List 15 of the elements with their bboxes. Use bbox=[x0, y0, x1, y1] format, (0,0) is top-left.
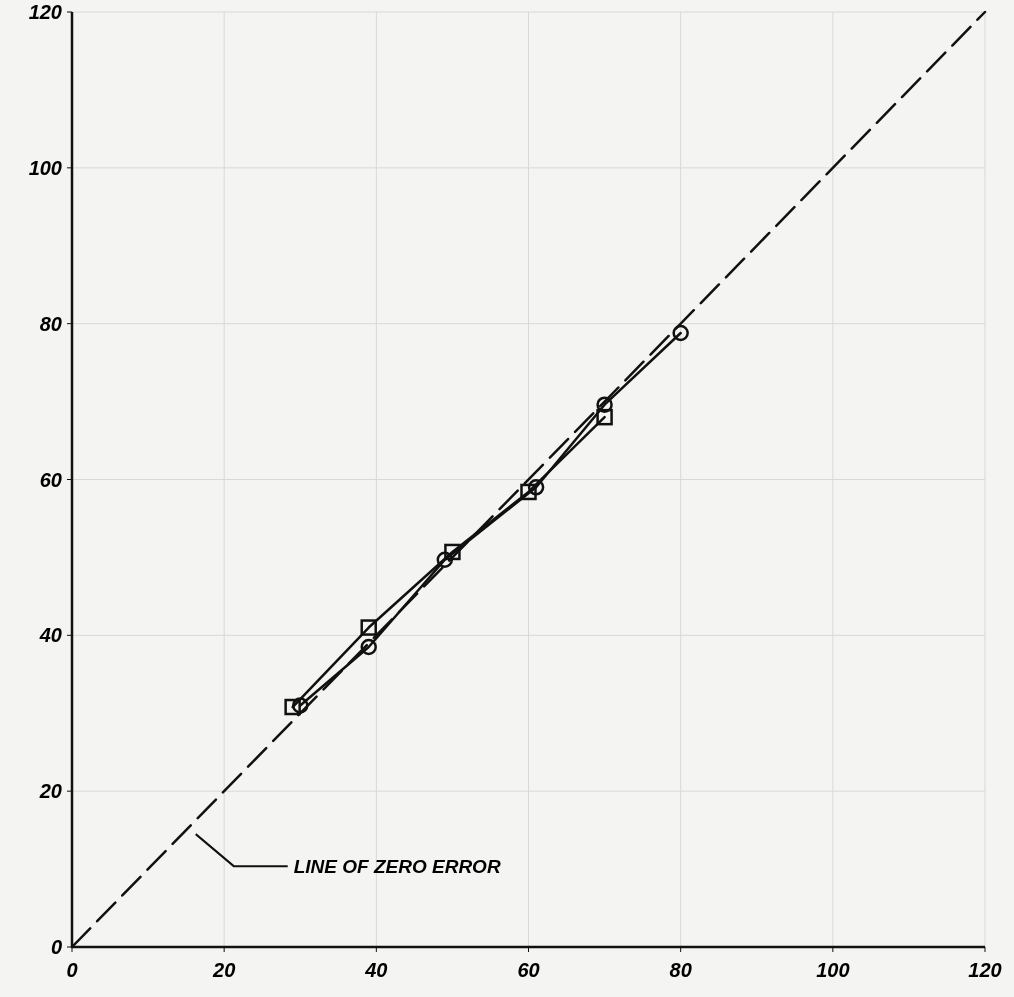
y-tick-label: 40 bbox=[38, 624, 62, 647]
y-tick-label: 60 bbox=[39, 468, 62, 491]
y-tick-label: 120 bbox=[28, 1, 62, 23]
y-tick-label: 0 bbox=[50, 936, 62, 958]
x-tick-label: 40 bbox=[364, 959, 388, 981]
x-tick-label: 20 bbox=[212, 959, 236, 981]
y-tick-label: 20 bbox=[38, 780, 62, 803]
x-tick-label: 100 bbox=[816, 959, 850, 981]
x-tick-label: 120 bbox=[968, 959, 1002, 981]
x-tick-label: 80 bbox=[669, 959, 692, 981]
x-tick-label: 0 bbox=[66, 959, 78, 981]
y-tick-label: 80 bbox=[39, 312, 62, 335]
x-tick-label: 60 bbox=[517, 959, 540, 981]
annotation: LINE OF ZERO ERROR bbox=[293, 856, 501, 878]
y-tick-label: 100 bbox=[28, 156, 62, 179]
